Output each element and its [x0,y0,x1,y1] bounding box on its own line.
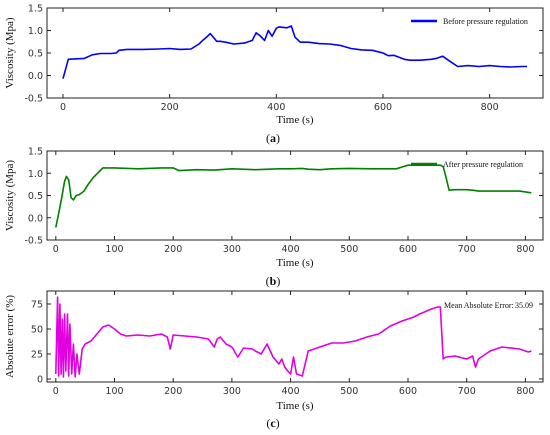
x-tick-label: 700 [458,386,476,397]
y-axis-label: Viscosity (Mpa) [4,17,16,88]
x-tick-label: 500 [340,244,358,255]
x-tick-label: 0 [53,244,59,255]
panel-caption-letter: b [270,274,277,288]
panel-c: 0 100 200 300 400 500 600 700 800 0 25 50 75 Time (s)… [4,290,544,430]
annotation-label: Mean Absolute Error: [444,301,514,310]
series-line [62,25,527,79]
x-tick-label: 100 [105,386,123,397]
x-tick-label: 500 [340,386,358,397]
panel-b: 0 100 200 300 400 500 600 700 800 -0.5 0.0 0.5 1.0 1.… [4,147,544,288]
legend-label: Before pressure regulation [443,17,528,26]
y-tick-label: 25 [31,350,43,361]
series-line [55,164,532,228]
x-tick-label: 600 [374,102,392,113]
x-tick-label: 100 [105,244,123,255]
x-axis-label: Time (s) [276,400,314,412]
y-tick-label: 1.5 [28,4,43,15]
x-tick-label: 400 [282,244,300,255]
panel-caption: (a) [266,131,280,145]
plot-frame [46,290,544,383]
x-tick-label: 200 [164,244,182,255]
y-tick-label: 1.0 [28,169,43,180]
x-tick-label: 600 [399,386,417,397]
x-tick-label: 0 [53,386,59,397]
y-tick-label: 50 [31,325,43,336]
x-tick-label: 200 [164,386,182,397]
y-tick-label: -0.5 [24,236,43,247]
legend-label: After pressure regulation [443,160,523,169]
x-tick-label: 800 [516,386,534,397]
annotation-value: 35.09 [515,301,533,310]
y-axis-label: Viscosity (Mpa) [4,160,16,231]
x-tick-label: 200 [161,102,179,113]
y-tick-label: 1.5 [28,147,43,158]
series-line [55,296,532,378]
y-tick-label: 75 [31,300,43,311]
mean-absolute-error-annotation: Mean Absolute Error: 35.09 [444,301,533,310]
x-tick-label: 400 [267,102,285,113]
x-tick-label: 800 [481,102,499,113]
panel-a: 0 200 400 600 800 -0.5 0.0 0.5 1.0 1.5 Time (s) Vis… [4,4,544,145]
x-tick-label: 700 [458,244,476,255]
panel-caption-letter: c [270,416,276,430]
x-tick-label: 800 [516,244,534,255]
x-tick-label: 300 [223,244,241,255]
x-tick-label: 600 [399,244,417,255]
x-axis-label: Time (s) [276,114,314,126]
y-axis-label: Absolute error (%) [4,295,16,378]
y-tick-label: -0.5 [24,94,43,105]
legend: Before pressure regulation [411,17,528,26]
x-tick-label: 0 [60,102,66,113]
legend: After pressure regulation [411,160,523,169]
y-tick-label: 0 [37,375,43,386]
y-tick-label: 1.0 [28,26,43,37]
y-tick-label: 0.5 [28,49,43,60]
x-tick-label: 400 [282,386,300,397]
x-tick-label: 300 [223,386,241,397]
y-tick-label: 0.0 [28,71,43,82]
panel-caption: (b) [266,274,281,288]
panel-caption-letter: a [270,131,276,145]
panel-caption: (c) [266,416,279,430]
y-tick-label: 0.0 [28,213,43,224]
x-axis-label: Time (s) [276,257,314,269]
y-tick-label: 0.5 [28,191,43,202]
